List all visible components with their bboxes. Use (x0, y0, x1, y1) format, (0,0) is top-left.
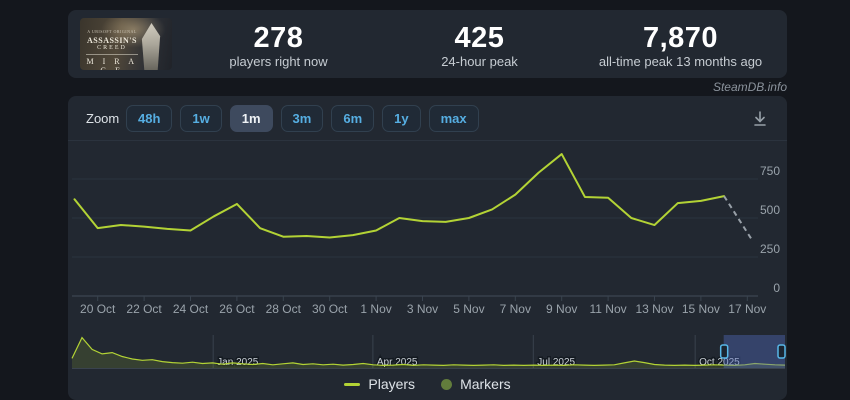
zoom-button-1w[interactable]: 1w (180, 105, 222, 132)
players-line (73, 153, 726, 239)
zoom-button-max[interactable]: max (428, 105, 479, 132)
stats-row: 278 players right now 425 24-hour peak 7… (178, 10, 781, 78)
game-kicker: A UBISOFT ORIGINAL (87, 29, 137, 34)
y-axis-label-250: 250 (760, 242, 780, 256)
arrow-down-to-line-icon (754, 111, 766, 126)
navigator-series-line (71, 336, 786, 367)
navigator-label: Apr 2025 (377, 357, 418, 368)
peak-24h-label: 24-hour peak (441, 54, 518, 69)
current-players-value: 278 (253, 22, 304, 54)
legend-item-markers[interactable]: Markers (441, 376, 511, 392)
stat-current-players: 278 players right now (178, 10, 379, 78)
game-capsule-link[interactable]: A UBISOFT ORIGINAL ASSASSIN'S CREED M I … (80, 18, 172, 70)
legend-players-label: Players (368, 376, 416, 392)
chart-toolbar: Zoom 48h 1w 1m 3m 6m 1y max (68, 96, 787, 140)
legend-markers-label: Markers (460, 376, 511, 392)
chart-legend: Players Markers (68, 376, 787, 392)
x-axis-label: 7 Nov (500, 302, 531, 316)
game-title-line3: M I R A G E (86, 53, 138, 70)
x-axis-label: 28 Oct (266, 302, 302, 316)
stat-alltime-peak: 7,870 all-time peak 13 months ago (580, 10, 781, 78)
download-icon[interactable] (749, 108, 771, 130)
zoom-button-6m[interactable]: 6m (331, 105, 375, 132)
peak-24h-value: 425 (454, 22, 505, 54)
toolbar-separator (68, 140, 787, 141)
x-axis-label: 15 Nov (682, 302, 720, 316)
y-axis-label-500: 500 (760, 203, 780, 217)
game-title-line2: CREED (97, 44, 127, 51)
zoom-label: Zoom (86, 111, 120, 126)
navigator-label: Jul 2025 (537, 357, 575, 368)
navigator-handle-left[interactable] (719, 344, 729, 359)
x-axis-label: 11 Nov (590, 302, 627, 316)
navigator-handle-right[interactable] (777, 344, 786, 359)
stats-panel: A UBISOFT ORIGINAL ASSASSIN'S CREED M I … (68, 10, 787, 78)
x-axis-label: 5 Nov (453, 302, 484, 316)
x-axis-label: 22 Oct (126, 302, 162, 316)
game-capsule-image: A UBISOFT ORIGINAL ASSASSIN'S CREED M I … (80, 18, 172, 70)
zoom-range-buttons: 48h 1w 1m 3m 6m 1y max (126, 105, 479, 132)
markers-dot-swatch (441, 378, 453, 390)
x-axis-label: 26 Oct (219, 302, 255, 316)
zoom-button-48h[interactable]: 48h (126, 105, 173, 132)
game-title-line1: ASSASSIN'S (87, 35, 137, 45)
x-axis-label: 20 Oct (80, 302, 116, 316)
legend-item-players[interactable]: Players (344, 376, 415, 392)
players-line-swatch (344, 382, 361, 386)
x-axis-label: 30 Oct (312, 302, 348, 316)
y-axis-label-750: 750 (760, 164, 780, 178)
chart-panel: Zoom 48h 1w 1m 3m 6m 1y max 0 250 500 750 20 Oct 22… (68, 96, 787, 400)
zoom-button-1y[interactable]: 1y (382, 105, 421, 132)
alltime-peak-value: 7,870 (642, 22, 719, 54)
alltime-peak-label: all-time peak 13 months ago (598, 54, 763, 69)
x-axis-label: 24 Oct (173, 302, 209, 316)
x-axis-label: 17 Nov (728, 302, 766, 316)
x-axis-label: 1 Nov (360, 302, 391, 316)
y-axis-label-0: 0 (773, 281, 780, 295)
x-axis-label: 13 Nov (635, 302, 673, 316)
zoom-button-3m[interactable]: 3m (280, 105, 324, 132)
assassin-figure-art (141, 23, 161, 70)
current-players-label: players right now (229, 54, 328, 69)
steamdb-watermark: SteamDB.info (712, 80, 787, 94)
stat-24h-peak: 425 24-hour peak (379, 10, 580, 78)
navigator-label: Jan 2025 (217, 357, 259, 368)
navigator-label: Oct 2025 (699, 357, 740, 368)
player-count-chart[interactable]: 0 250 500 750 20 Oct 22 Oct 24 Oct 26 Oct 28 Oct… (68, 96, 787, 400)
navigator-selection[interactable] (723, 335, 785, 368)
x-axis-label: 9 Nov (546, 302, 577, 316)
x-axis-label: 3 Nov (407, 302, 438, 316)
zoom-button-1m[interactable]: 1m (229, 105, 273, 132)
